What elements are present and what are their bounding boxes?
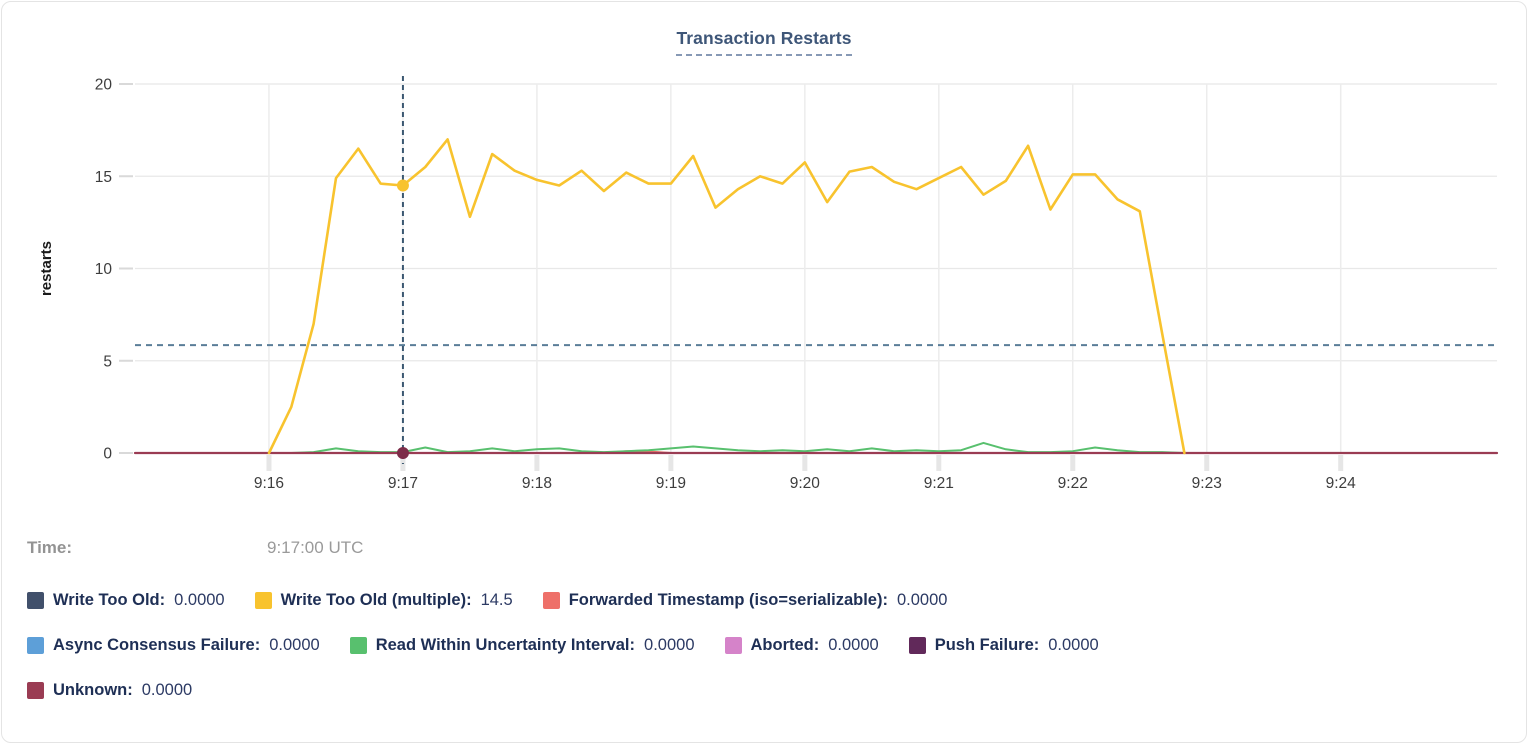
legend-item-label: Aborted (751, 636, 820, 655)
legend-item-aborted: Aborted 0.0000 (724, 635, 879, 655)
hover-dot-write-too-old-multiple- (396, 179, 409, 192)
hover-time-row: Time: 9:17:00 UTC (27, 538, 1507, 564)
y-tick-label: 0 (103, 446, 112, 463)
legend-item-value: 0.0000 (269, 635, 320, 654)
legend-swatch (27, 591, 44, 609)
x-tick-label: 9:17 (388, 475, 418, 492)
legend-row-1: Write Too Old 0.0000 Write Too Old (mult… (27, 588, 1507, 612)
y-tick-label: 15 (95, 169, 112, 186)
legend-item-read-within-uncertainty: Read Within Uncertainty Interval 0.0000 (349, 635, 695, 655)
x-tick-label: 9:22 (1058, 475, 1088, 492)
chart-title[interactable]: Transaction Restarts (676, 28, 852, 56)
legend-item-write-too-old-multiple: Write Too Old (multiple) 14.5 (254, 590, 513, 610)
legend-item-forwarded-timestamp: Forwarded Timestamp (iso=serializable) 0… (542, 590, 948, 610)
x-tick-label: 9:20 (790, 475, 821, 492)
legend-item-value: 0.0000 (896, 590, 948, 609)
legend-item-label: Write Too Old (53, 591, 165, 610)
series-line-write-too-old-multiple- (267, 138, 1186, 455)
chart-header: Transaction Restarts (2, 28, 1526, 56)
legend-swatch (542, 591, 560, 609)
y-tick-label: 5 (103, 353, 112, 370)
legend-item-value: 0.0000 (141, 680, 193, 699)
legend-swatch (27, 681, 44, 699)
y-axis-label: restarts (38, 241, 55, 296)
x-tick-label: 9:23 (1192, 475, 1222, 492)
legend-item-async-consensus-failure: Async Consensus Failure 0.0000 (27, 636, 320, 655)
legend-item-label: Async Consensus Failure (53, 636, 260, 655)
transaction-restarts-chart[interactable]: 0 5 10 15 20 9:16 9:17 9:18 9:19 9:20 9:21 9:22 9:23… (2, 2, 1528, 527)
legend-item-label: Unknown (53, 681, 133, 700)
chart-legend: Write Too Old 0.0000 Write Too Old (mult… (27, 588, 1507, 723)
x-tick-label: 9:16 (254, 475, 284, 492)
legend-swatch (724, 636, 742, 654)
legend-row-2: Async Consensus Failure 0.0000 Read With… (27, 633, 1507, 657)
x-tick-label: 9:24 (1326, 475, 1357, 492)
x-tick-label: 9:19 (656, 475, 686, 492)
x-tick-label: 9:21 (924, 475, 954, 492)
legend-item-write-too-old: Write Too Old 0.0000 (27, 591, 225, 610)
legend-row-3: Unknown 0.0000 (27, 678, 1507, 702)
legend-item-value: 14.5 (480, 590, 513, 609)
legend-item-unknown: Unknown 0.0000 (27, 681, 192, 700)
legend-item-label: Forwarded Timestamp (iso=serializable) (569, 591, 888, 610)
legend-item-value: 0.0000 (174, 590, 225, 609)
legend-swatch (349, 636, 367, 654)
legend-item-push-failure: Push Failure 0.0000 (908, 635, 1099, 655)
time-label: Time: (27, 538, 73, 557)
hover-dot-unknown (396, 447, 409, 459)
legend-item-value: 0.0000 (1048, 635, 1099, 654)
legend-item-label: Read Within Uncertainty Interval (376, 636, 635, 655)
x-tick-label: 9:18 (522, 475, 552, 492)
y-tick-label: 10 (95, 261, 113, 278)
time-value: 9:17:00 UTC (267, 538, 364, 557)
legend-item-value: 0.0000 (828, 635, 879, 654)
legend-swatch (27, 636, 44, 654)
legend-item-value: 0.0000 (644, 635, 695, 654)
legend-swatch (908, 636, 926, 654)
legend-swatch (254, 591, 272, 609)
legend-item-label: Write Too Old (multiple) (281, 591, 472, 610)
legend-item-label: Push Failure (935, 636, 1040, 655)
y-tick-label: 20 (95, 77, 113, 94)
